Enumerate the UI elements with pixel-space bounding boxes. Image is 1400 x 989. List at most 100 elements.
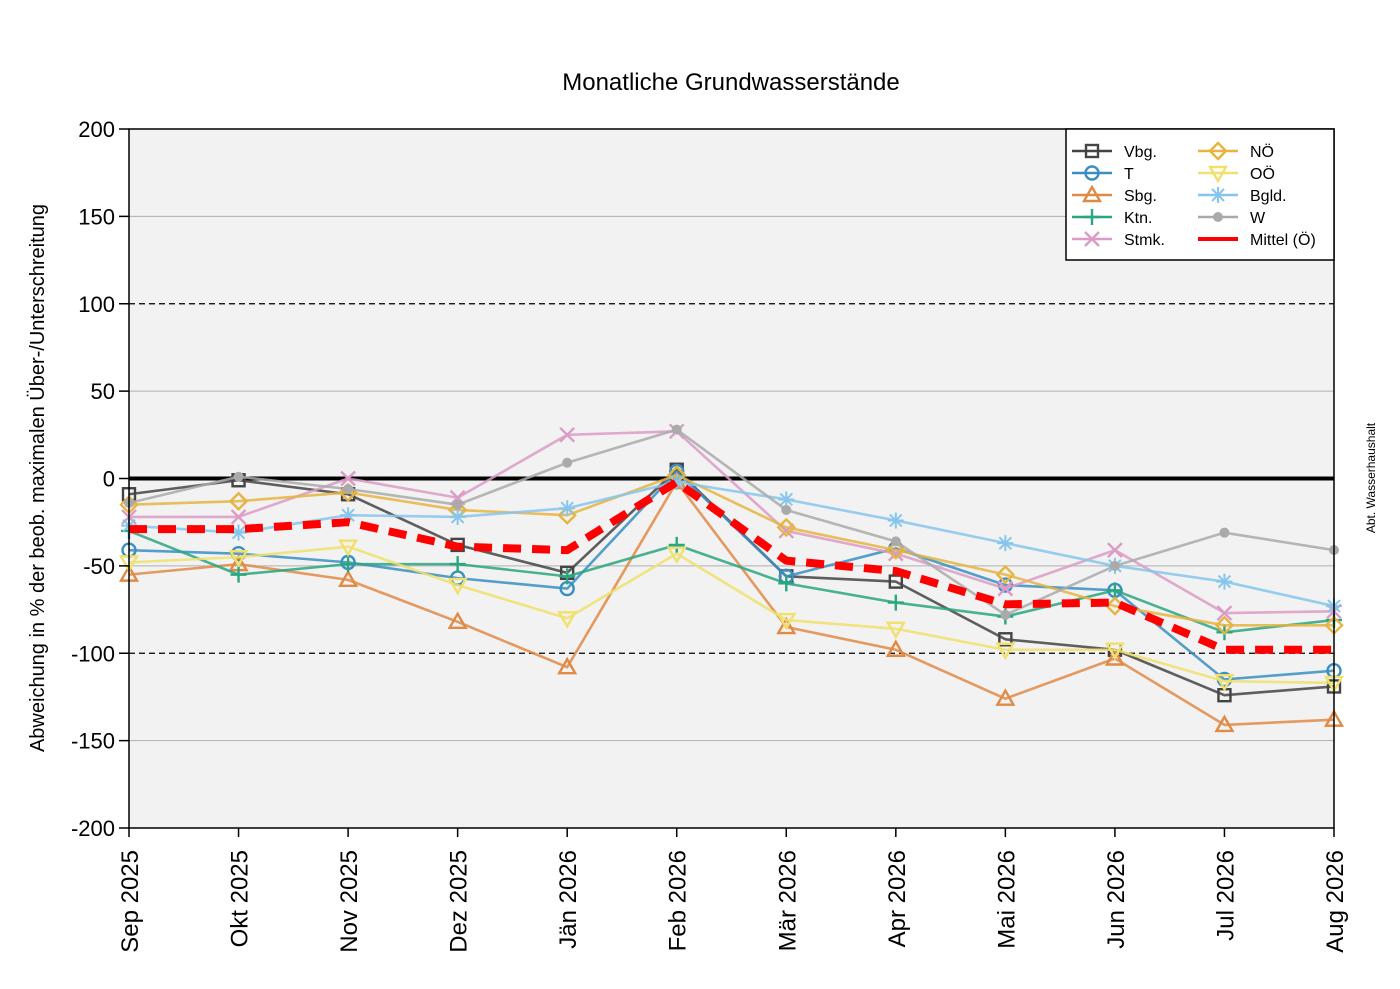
series-line (128, 480, 1335, 727)
data-point (886, 540, 906, 560)
series-mittel- (129, 477, 1334, 654)
data-point (671, 424, 682, 435)
series-bgld- (121, 473, 1342, 615)
legend-item: T (1072, 165, 1134, 183)
legend-marker (1084, 143, 1100, 159)
data-point (447, 577, 468, 596)
y-tick-label: 200 (78, 117, 115, 142)
data-point (449, 508, 466, 525)
data-point (1106, 582, 1123, 599)
data-point (559, 568, 576, 585)
data-point (997, 580, 1014, 597)
data-point (995, 642, 1016, 661)
x-tick-label: Jun 2026 (1103, 850, 1130, 949)
series-line (128, 480, 1335, 608)
y-axis: 200 150 100 50 0 -50 -100 -150 -200 (71, 117, 129, 841)
data-point (228, 491, 249, 511)
data-point (778, 491, 795, 508)
legend-label: Sbg. (1124, 188, 1157, 205)
data-point (887, 594, 904, 611)
chart-title: Monatliche Grundwasserstände (562, 69, 900, 96)
legend-item: Vbg. (1072, 143, 1157, 161)
legend-label: Stmk. (1124, 232, 1165, 249)
data-point (888, 574, 904, 589)
legend-label: Mittel (Ö) (1250, 231, 1316, 249)
data-point (447, 611, 468, 629)
y-tick-label: 0 (103, 467, 115, 492)
legend-label: Vbg. (1124, 144, 1157, 161)
data-point (781, 504, 792, 515)
y-tick-label: -50 (83, 554, 115, 579)
y-tick-label: 150 (78, 204, 115, 229)
x-tick-label: Jän 2026 (555, 850, 582, 949)
x-tick-label: Nov 2025 (336, 850, 363, 953)
data-point (1214, 674, 1235, 692)
data-point (340, 556, 357, 573)
data-point (559, 500, 576, 517)
y-tick-label: -100 (71, 641, 115, 666)
legend-item: Bgld. (1198, 187, 1286, 205)
x-tick-label: Mär 2026 (774, 850, 801, 951)
y-tick-label: 100 (78, 292, 115, 317)
data-point (1109, 560, 1120, 571)
legend-marker (1084, 165, 1100, 181)
data-point (340, 470, 356, 487)
legend-item: NÖ (1198, 141, 1274, 161)
data-point (995, 688, 1016, 706)
data-point (778, 575, 795, 592)
x-tick-label: Okt 2025 (227, 850, 254, 947)
legend-label: Ktn. (1124, 210, 1152, 227)
y-tick-label: 50 (91, 379, 115, 404)
data-point (887, 512, 904, 529)
data-point (668, 536, 685, 553)
data-point (1219, 527, 1230, 538)
data-point (1214, 615, 1235, 635)
data-point (776, 612, 797, 631)
data-point (995, 564, 1016, 585)
legend-marker (1207, 165, 1229, 184)
legend-marker (1210, 187, 1226, 203)
data-point (1104, 648, 1125, 666)
series-line (128, 545, 1335, 685)
data-point (1104, 642, 1125, 661)
y-tick-label: -150 (71, 729, 115, 754)
data-point (230, 509, 247, 525)
series-layer (118, 423, 1345, 733)
data-point (449, 556, 466, 573)
data-point (228, 549, 249, 568)
side-note: Abt. Wasserhaushalt (1364, 422, 1378, 533)
x-tick-label: Apr 2026 (884, 850, 911, 947)
data-point (338, 539, 359, 558)
data-point (997, 535, 1014, 552)
data-point (340, 507, 357, 524)
series-line (128, 529, 1335, 634)
data-point (230, 524, 247, 541)
data-point (233, 471, 244, 482)
legend: Vbg. T Sbg. Ktn. Stmk. NÖ OÖ Bgld. W Mittel (Ö) (1065, 128, 1335, 261)
x-tick-label: Feb 2026 (665, 850, 692, 951)
x-axis: Sep 2025 Okt 2025 Nov 2025 Dez 2025 Jän 2026… (117, 828, 1349, 953)
data-point (890, 536, 901, 547)
legend-label: OÖ (1250, 165, 1275, 183)
data-point (338, 569, 359, 588)
legend-marker (1084, 209, 1100, 225)
legend-marker (1081, 184, 1103, 203)
legend-marker (1084, 231, 1100, 247)
data-point (557, 656, 578, 675)
legend-marker (1213, 212, 1223, 222)
data-point (557, 611, 578, 629)
legend-item: W (1198, 210, 1266, 227)
gridlines (129, 215, 1334, 742)
data-point (1214, 714, 1235, 733)
data-point (668, 473, 685, 490)
data-point (559, 426, 576, 443)
legend-label: W (1250, 210, 1266, 227)
legend-item: Ktn. (1072, 209, 1152, 227)
legend-item: OÖ (1198, 165, 1275, 184)
data-point (1107, 542, 1123, 558)
x-tick-label: Mai 2026 (993, 850, 1020, 949)
legend-label: T (1124, 166, 1134, 183)
legend-label: Bgld. (1250, 188, 1286, 205)
legend-label: NÖ (1250, 143, 1274, 161)
